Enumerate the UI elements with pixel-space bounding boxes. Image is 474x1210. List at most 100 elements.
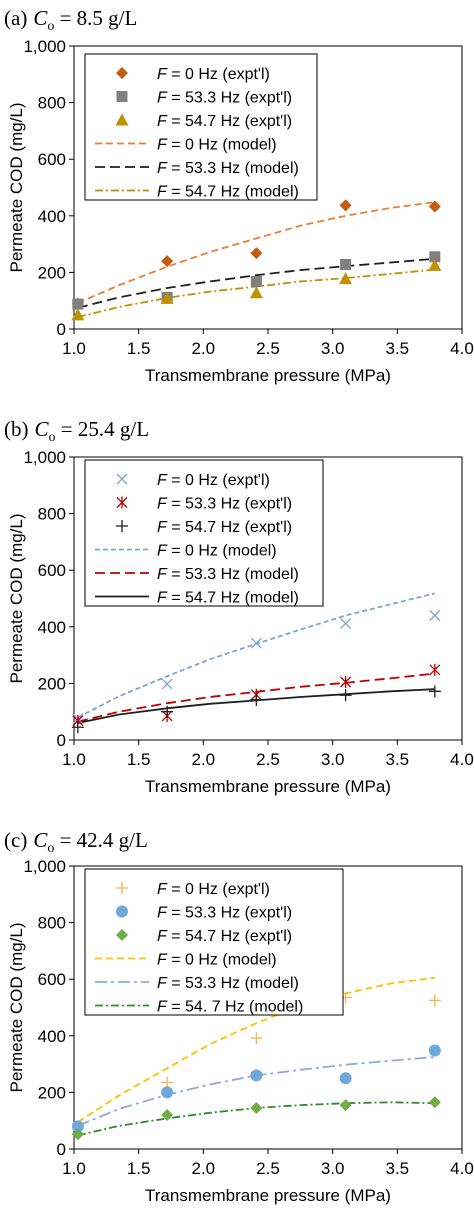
series-point-1 (71, 1120, 84, 1133)
legend-text: = 54. 7 Hz (model) (167, 999, 304, 1016)
legend-entry: F = 53.3 Hz (expt'l) (157, 905, 292, 922)
legend-entry: F = 53.3 Hz (expt'l) (157, 496, 292, 513)
series-point-0 (250, 1032, 263, 1045)
panel-label: (a) (4, 6, 27, 30)
panel-title: (c) Co = 42.4 g/L (4, 828, 148, 856)
series-point-1 (340, 675, 352, 688)
series-point-1 (428, 1044, 441, 1057)
legend-entry: F = 0 Hz (model) (157, 137, 277, 154)
x-axis-label: Transmembrane pressure (MPa) (145, 777, 391, 796)
series-line-3 (77, 976, 435, 1123)
panel-label: (c) (4, 828, 27, 852)
x-tick-label: 2.5 (256, 1159, 280, 1178)
legend-text: = 0 Hz (model) (167, 543, 277, 560)
x-tick-label: 1.5 (127, 750, 151, 769)
legend-variable: F (157, 905, 168, 922)
legend-text: = 0 Hz (expt'l) (167, 66, 270, 83)
y-tick-label: 1,000 (23, 37, 66, 56)
legend-variable: F (157, 113, 168, 130)
title-rest: = 25.4 g/L (56, 417, 150, 441)
title-subscript: o (47, 841, 54, 856)
x-tick-label: 3.5 (386, 750, 410, 769)
legend: F = 0 Hz (expt'l)F = 53.3 Hz (expt'l)F =… (84, 459, 324, 607)
x-tick-label: 4.0 (450, 750, 474, 769)
series-point-2 (161, 1109, 174, 1122)
title-subscript: o (47, 19, 54, 34)
legend-variable: F (157, 66, 168, 83)
series-line-4 (77, 1056, 435, 1127)
legend-variable: F (157, 472, 168, 489)
series-point-0 (339, 199, 352, 212)
x-tick-label: 3.5 (386, 339, 410, 358)
legend-entry: F = 0 Hz (expt'l) (157, 881, 270, 898)
x-tick-label: 2.5 (256, 750, 280, 769)
legend: F = 0 Hz (expt'l)F = 53.3 Hz (expt'l)F =… (84, 868, 344, 1016)
legend-text: = 53.3 Hz (model) (167, 975, 299, 992)
x-axis-label: Transmembrane pressure (MPa) (145, 1186, 391, 1205)
x-tick-label: 1.5 (127, 339, 151, 358)
x-tick-label: 2.0 (192, 750, 216, 769)
legend-text: = 53.3 Hz (expt'l) (167, 496, 292, 513)
legend-entry: F = 54.7 Hz (model) (157, 184, 299, 201)
legend-text: = 54.7 Hz (expt'l) (167, 519, 292, 536)
legend-variable: F (157, 590, 168, 607)
y-tick-label: 200 (38, 263, 66, 282)
series-point-0 (429, 610, 441, 621)
chart-panel-c: (c) Co = 42.4 g/L 0 200 400 600 800 1,000 1.0 1.5… (4, 828, 474, 1205)
x-tick-label: 4.0 (450, 1159, 474, 1178)
series-point-2 (250, 1101, 263, 1114)
y-axis-label: Permeate COD (mg/L) (7, 102, 26, 272)
legend-text: = 53.3 Hz (expt'l) (167, 905, 292, 922)
series-point-2 (339, 272, 353, 285)
x-tick-label: 3.5 (386, 1159, 410, 1178)
data-markers (71, 610, 441, 734)
legend-text: = 53.3 Hz (model) (167, 566, 299, 583)
legend-text: = 54.7 Hz (model) (167, 590, 299, 607)
series-point-0 (250, 247, 263, 260)
y-tick-label: 800 (38, 505, 66, 524)
series-point-2 (250, 693, 263, 706)
chart-panel-b: (b) Co = 25.4 g/L 0 200 400 600 800 1,000 1.0 1.5… (4, 417, 474, 796)
legend-variable: F (157, 999, 168, 1016)
x-tick-label: 2.0 (192, 339, 216, 358)
y-tick-label: 400 (38, 618, 66, 637)
y-axis-label: Permeate COD (mg/L) (7, 513, 26, 683)
series-line-4 (77, 257, 435, 309)
legend: F = 0 Hz (expt'l)F = 53.3 Hz (expt'l)F =… (84, 53, 318, 201)
series-point-0 (428, 994, 441, 1007)
legend-marker-swatch (116, 929, 128, 941)
title-variable: C (35, 417, 50, 441)
legend-box (84, 53, 318, 201)
legend-variable: F (157, 137, 168, 154)
legend-text: = 53.3 Hz (model) (167, 160, 299, 177)
legend-entry: F = 53.3 Hz (model) (157, 566, 299, 583)
series-point-2 (428, 258, 442, 271)
legend-text: = 0 Hz (model) (167, 952, 277, 969)
legend-variable: F (157, 928, 168, 945)
x-tick-label: 4.0 (450, 339, 474, 358)
legend-variable: F (157, 160, 168, 177)
y-tick-label: 1,000 (23, 448, 66, 467)
data-markers (71, 991, 441, 1141)
legend-variable: F (157, 952, 168, 969)
legend-text: = 54.7 Hz (model) (167, 184, 299, 201)
y-tick-label: 0 (57, 731, 66, 750)
x-tick-label: 3.0 (321, 1159, 345, 1178)
legend-variable: F (157, 184, 168, 201)
data-markers (71, 199, 442, 321)
y-tick-label: 200 (38, 1083, 66, 1102)
legend-entry: F = 54. 7 Hz (model) (157, 999, 303, 1016)
series-point-2 (71, 721, 84, 734)
series-point-2 (161, 705, 174, 718)
y-tick-label: 200 (38, 674, 66, 693)
legend-marker-swatch (116, 67, 128, 79)
chart-panel-a: (a) Co = 8.5 g/L 0 200 400 600 800 1,000 1.0 1.5 2… (4, 6, 474, 385)
legend-marker-swatch (116, 882, 128, 894)
x-tick-label: 1.0 (62, 1159, 86, 1178)
legend-entry: F = 54.7 Hz (expt'l) (157, 519, 292, 536)
legend-entry: F = 0 Hz (expt'l) (157, 66, 270, 83)
y-tick-label: 400 (38, 1027, 66, 1046)
series-point-1 (72, 298, 84, 310)
title-variable: C (33, 828, 48, 852)
